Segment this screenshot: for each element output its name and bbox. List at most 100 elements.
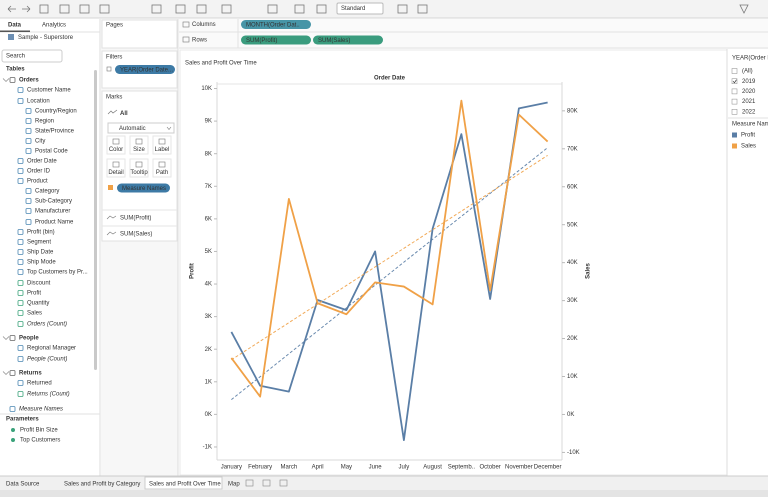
datasource-icon bbox=[8, 34, 14, 40]
sheet-tab-label: Sales and Profit Over Time bbox=[149, 482, 221, 488]
status-bar bbox=[0, 490, 768, 497]
legend-label: Profit bbox=[741, 133, 755, 139]
y-axis-title: Profit bbox=[190, 263, 196, 279]
mark-button[interactable] bbox=[106, 158, 126, 178]
sort-icon[interactable] bbox=[221, 4, 232, 14]
y2-tick-label: 30K bbox=[567, 298, 578, 304]
field-icon bbox=[17, 259, 24, 265]
save-icon[interactable] bbox=[39, 4, 49, 14]
field-icon bbox=[25, 128, 32, 134]
field-icon bbox=[25, 138, 32, 144]
checkbox[interactable] bbox=[731, 98, 738, 105]
mark-button-icon bbox=[135, 138, 143, 145]
content: Data Analytics Sample - Superstore Search Ta… bbox=[2, 20, 768, 490]
showme-icon[interactable] bbox=[739, 4, 749, 14]
field-label: Orders bbox=[19, 78, 39, 84]
checkbox[interactable] bbox=[731, 68, 738, 74]
chart-title: Sales and Profit Over Time bbox=[185, 61, 257, 67]
field-label: Profit (bin) bbox=[27, 230, 55, 236]
mark-button-label: Path bbox=[156, 170, 168, 176]
share-icon[interactable] bbox=[417, 4, 428, 14]
parameter-label: Top Customers bbox=[20, 438, 60, 444]
back-icon[interactable] bbox=[7, 5, 16, 13]
highlight-icon[interactable] bbox=[267, 4, 278, 14]
y2-tick-label: -10K bbox=[567, 450, 580, 456]
rows-pill[interactable] bbox=[313, 35, 383, 45]
sheet-tab[interactable] bbox=[60, 477, 142, 489]
forward-icon[interactable] bbox=[22, 5, 31, 13]
field-label: Country/Region bbox=[35, 109, 77, 115]
refresh-icon[interactable] bbox=[99, 4, 110, 14]
filter-item: 2019 bbox=[742, 79, 756, 85]
sheet-tab-label: Map bbox=[228, 482, 240, 488]
new-tab-icon[interactable] bbox=[262, 479, 271, 487]
new-tab-icon[interactable] bbox=[279, 479, 288, 487]
filter-item: (All) bbox=[742, 69, 753, 75]
field-label: Location bbox=[27, 99, 50, 105]
x-tick-label: January bbox=[221, 465, 242, 471]
mark-button[interactable] bbox=[152, 135, 172, 155]
columns-pill[interactable] bbox=[241, 20, 311, 29]
field-label: Order Date bbox=[27, 159, 57, 165]
new-sheet-icon[interactable] bbox=[151, 4, 162, 14]
checkbox[interactable] bbox=[731, 109, 738, 115]
card-title: Filters bbox=[106, 55, 122, 61]
mark-button[interactable] bbox=[129, 158, 149, 178]
field-label: Returned bbox=[27, 381, 52, 387]
marks-pill[interactable] bbox=[117, 183, 170, 193]
search-box[interactable] bbox=[1, 49, 63, 63]
field-icon bbox=[17, 249, 24, 255]
scrollbar[interactable] bbox=[94, 70, 97, 370]
checkbox[interactable] bbox=[731, 78, 738, 84]
card-title: Marks bbox=[106, 95, 122, 101]
group-icon[interactable] bbox=[294, 4, 305, 14]
mark-type-select[interactable] bbox=[107, 122, 175, 134]
y2-tick-label: 0K bbox=[567, 412, 574, 418]
field-label: State/Province bbox=[35, 129, 75, 135]
mark-button-label: Size bbox=[133, 147, 145, 153]
field-icon bbox=[17, 239, 24, 245]
dup-icon[interactable] bbox=[175, 4, 186, 14]
mark-button-label: Label bbox=[155, 147, 170, 153]
expand-arrow[interactable] bbox=[2, 336, 10, 340]
toolbar-icons bbox=[7, 4, 749, 14]
field-label: Orders (Count) bbox=[27, 322, 67, 328]
y-tick-label: 2K bbox=[205, 347, 212, 353]
field-label: Product Name bbox=[35, 220, 74, 226]
data-icon[interactable] bbox=[59, 4, 70, 14]
mark-button[interactable] bbox=[129, 135, 149, 155]
filter-pill[interactable] bbox=[115, 65, 175, 74]
sheet-tab[interactable] bbox=[144, 476, 223, 490]
expand-arrow[interactable] bbox=[2, 371, 10, 375]
mark-type: Automatic bbox=[119, 126, 146, 132]
line-icon bbox=[106, 231, 117, 236]
y-tick-label: 9K bbox=[205, 119, 212, 125]
mark-button[interactable] bbox=[106, 135, 126, 155]
sheet-tab-label: Sales and Profit by Category bbox=[64, 482, 140, 488]
x-tick-label: December bbox=[534, 465, 562, 471]
y2-tick-label: 50K bbox=[567, 222, 578, 228]
pause-icon[interactable] bbox=[79, 4, 90, 14]
expand-arrow[interactable] bbox=[2, 78, 10, 82]
rows-pill[interactable] bbox=[241, 35, 311, 45]
columns-pill-label: MONTH(Order Dat.. bbox=[246, 22, 300, 28]
sheet-tab[interactable] bbox=[2, 477, 57, 489]
trend-line bbox=[231, 154, 548, 361]
card-title: Pages bbox=[106, 23, 123, 29]
present-icon[interactable] bbox=[397, 4, 408, 14]
filter-item: 2022 bbox=[742, 109, 756, 115]
sheet-tab[interactable] bbox=[224, 477, 242, 489]
swap-icon[interactable] bbox=[196, 4, 207, 14]
field-icon bbox=[17, 87, 24, 93]
shelf-label: Columns bbox=[192, 22, 216, 28]
filter-icon bbox=[106, 66, 112, 72]
view-size-select[interactable] bbox=[336, 2, 384, 15]
filter-pill-label: YEAR(Order Date... bbox=[120, 67, 173, 73]
new-tab-icon[interactable] bbox=[245, 479, 254, 487]
label-icon[interactable] bbox=[316, 4, 327, 14]
field-icon bbox=[17, 290, 24, 296]
field-label: Product bbox=[27, 179, 48, 185]
checkbox[interactable] bbox=[731, 88, 738, 95]
mark-button[interactable] bbox=[152, 158, 172, 178]
